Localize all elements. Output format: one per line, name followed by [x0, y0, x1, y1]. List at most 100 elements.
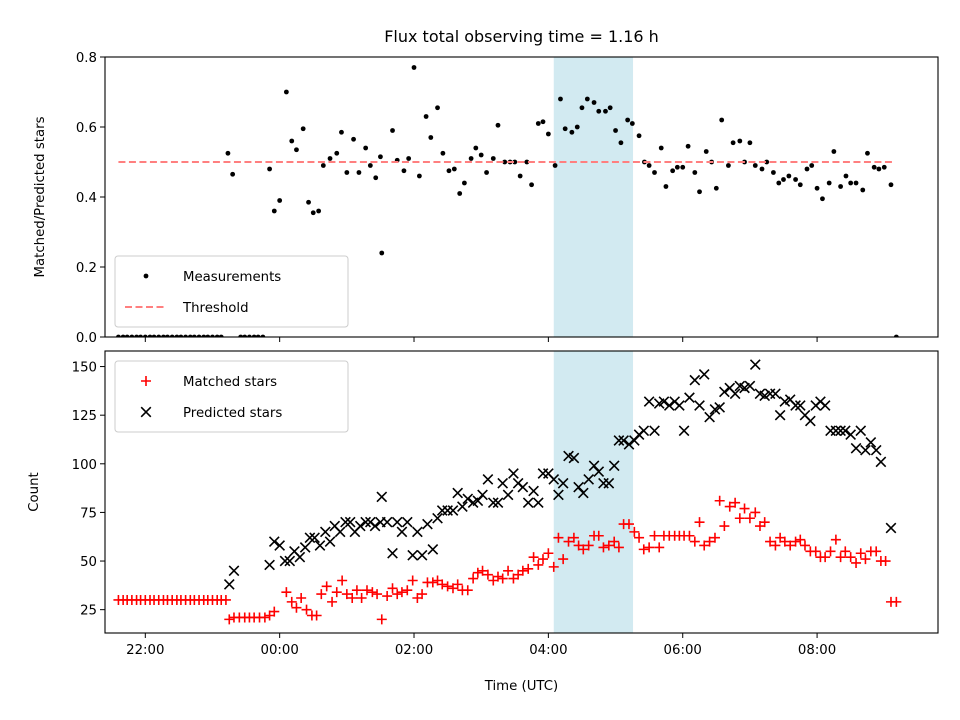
- data-point: [835, 425, 846, 437]
- data-point: [598, 542, 609, 553]
- data-point: [543, 548, 554, 559]
- data-point: [613, 542, 624, 553]
- data-point: [517, 565, 528, 576]
- data-point: [790, 536, 801, 547]
- data-point: [284, 555, 296, 567]
- data-point: [442, 581, 453, 592]
- data-point: [568, 452, 580, 464]
- data-point: [562, 126, 568, 132]
- data-point: [786, 173, 792, 179]
- data-point: [356, 170, 362, 175]
- data-point: [835, 552, 846, 563]
- data-point: [251, 334, 257, 337]
- data-point: [853, 180, 859, 186]
- data-point: [552, 163, 558, 168]
- data-point: [147, 334, 153, 337]
- data-point: [151, 334, 157, 337]
- data-point: [804, 166, 810, 172]
- data-point: [804, 415, 816, 427]
- y-tick-label: 150: [72, 361, 97, 376]
- data-point: [291, 602, 302, 613]
- y-tick-label: 0.8: [76, 51, 97, 66]
- legend-label: Matched stars: [183, 375, 277, 390]
- data-point: [629, 526, 640, 537]
- data-point: [739, 503, 750, 514]
- y-tick-label: 0.0: [76, 331, 97, 346]
- data-point: [654, 542, 665, 553]
- data-point: [825, 546, 836, 557]
- data-point: [888, 182, 894, 188]
- data-point: [750, 507, 761, 518]
- data-point: [770, 540, 781, 551]
- data-point: [593, 466, 605, 477]
- data-point: [618, 140, 624, 146]
- series-predicted-stars: [223, 359, 897, 590]
- data-point: [810, 546, 821, 557]
- data-point: [116, 334, 121, 337]
- data-point: [749, 359, 761, 370]
- data-point: [652, 170, 657, 175]
- data-point: [870, 444, 882, 456]
- data-point: [532, 497, 544, 509]
- data-point: [814, 185, 820, 191]
- data-point: [537, 554, 548, 565]
- data-point: [497, 573, 508, 584]
- data-point: [734, 513, 745, 524]
- data-point: [703, 149, 709, 154]
- data-point: [704, 536, 715, 547]
- data-point: [301, 604, 312, 615]
- data-point: [845, 429, 857, 440]
- data-point: [381, 516, 393, 528]
- data-point: [462, 585, 473, 596]
- data-point: [304, 532, 316, 544]
- data-point: [865, 437, 877, 448]
- data-point: [220, 594, 231, 605]
- data-point: [331, 587, 342, 598]
- data-point: [300, 126, 306, 132]
- data-point: [279, 555, 291, 567]
- data-point: [623, 519, 634, 530]
- x-tick-label: 04:00: [529, 643, 567, 658]
- data-point: [644, 542, 655, 553]
- data-point: [569, 129, 575, 135]
- data-point: [794, 400, 806, 411]
- data-point: [183, 334, 189, 337]
- data-point: [638, 425, 650, 437]
- data-point: [729, 388, 741, 400]
- data-point: [545, 131, 551, 137]
- data-point: [685, 143, 691, 149]
- data-point: [820, 196, 825, 202]
- data-point: [351, 585, 362, 596]
- data-point: [461, 180, 467, 186]
- data-point: [860, 554, 871, 565]
- data-point: [674, 400, 685, 411]
- data-point: [402, 585, 413, 596]
- data-point: [138, 334, 144, 337]
- data-point: [699, 540, 710, 551]
- data-point: [223, 579, 235, 590]
- y-tick-label: 0.4: [76, 191, 97, 206]
- data-point: [407, 549, 419, 561]
- data-point: [799, 540, 810, 551]
- data-point: [134, 334, 139, 337]
- data-point: [593, 530, 604, 541]
- legend-swatch: [141, 376, 151, 386]
- data-point: [367, 163, 373, 168]
- data-point: [790, 400, 801, 411]
- data-point: [855, 425, 867, 437]
- data-point: [391, 516, 403, 528]
- data-point: [826, 180, 832, 186]
- data-point: [440, 150, 446, 156]
- data-point: [795, 534, 806, 545]
- data-point: [820, 552, 831, 563]
- y-tick-label: 0.6: [76, 121, 97, 136]
- data-point: [289, 138, 295, 144]
- data-point: [535, 121, 541, 126]
- data-point: [613, 128, 618, 133]
- data-point: [161, 334, 166, 337]
- data-point: [765, 536, 776, 547]
- data-point: [341, 589, 352, 600]
- data-point: [320, 163, 326, 168]
- data-point: [649, 530, 660, 541]
